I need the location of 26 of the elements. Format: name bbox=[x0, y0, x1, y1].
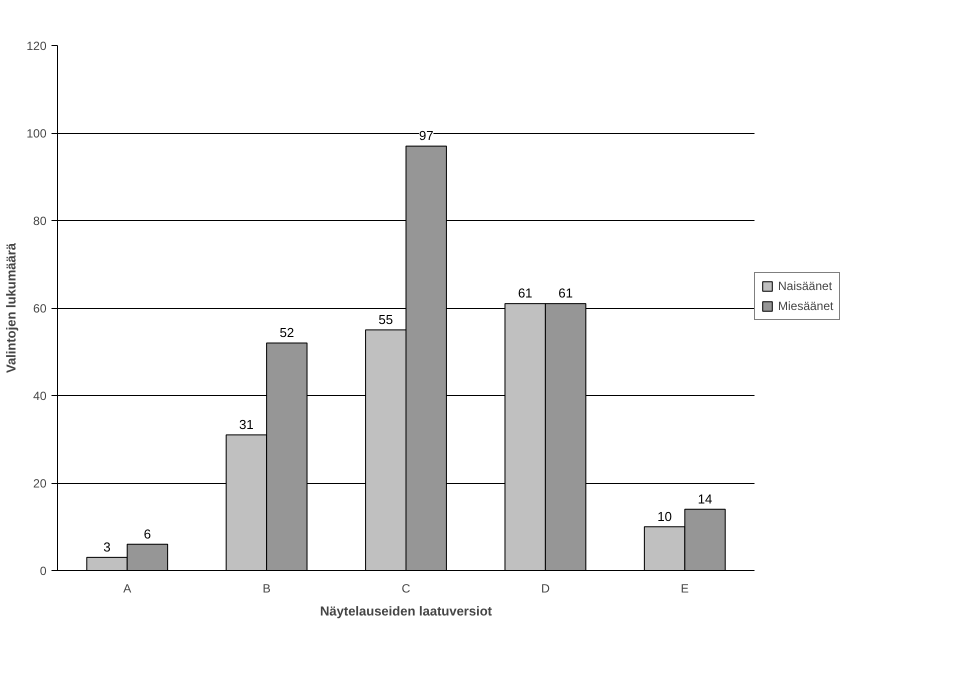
data-label: 61 bbox=[518, 286, 532, 301]
y-tick-label: 60 bbox=[33, 302, 47, 316]
x-tick-label: E bbox=[680, 582, 689, 596]
x-tick-label: B bbox=[262, 582, 271, 596]
data-label: 61 bbox=[558, 286, 573, 301]
data-label: 97 bbox=[418, 128, 434, 144]
data-label: 52 bbox=[280, 325, 294, 340]
x-axis-title: Näytelauseiden laatuversiot bbox=[320, 604, 493, 618]
data-label: 6 bbox=[144, 526, 152, 542]
legend-label: Miesäänet bbox=[778, 299, 834, 313]
y-tick-label: 80 bbox=[33, 214, 47, 228]
x-tick-label: A bbox=[123, 582, 132, 596]
legend-label: Naisäänet bbox=[778, 279, 832, 293]
data-label: 14 bbox=[698, 491, 712, 506]
y-tick-label: 100 bbox=[26, 126, 47, 140]
y-tick-label: 40 bbox=[33, 389, 47, 403]
data-label: 3 bbox=[103, 539, 111, 554]
x-tick-label: C bbox=[402, 582, 411, 596]
data-label: 31 bbox=[239, 416, 254, 432]
y-tick-label: 0 bbox=[40, 564, 47, 578]
y-tick-label: 20 bbox=[33, 476, 47, 490]
data-label: 10 bbox=[657, 508, 672, 524]
y-tick-label: 120 bbox=[26, 39, 47, 53]
data-label: 55 bbox=[378, 312, 394, 327]
y-axis-title: Valintojen lukumäärä bbox=[3, 242, 18, 374]
x-tick-label: D bbox=[541, 582, 550, 596]
